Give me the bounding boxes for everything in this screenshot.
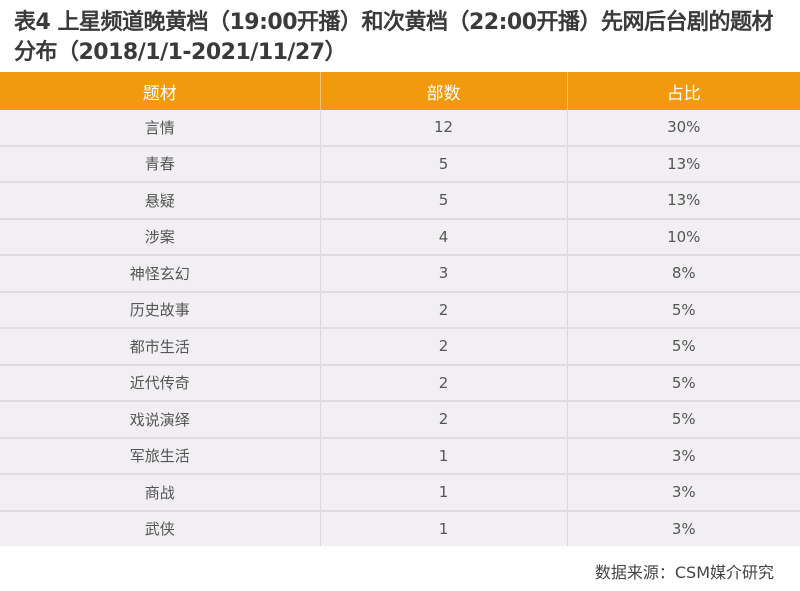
- cell-count: 1: [319, 436, 567, 474]
- table-row: 青春 5 13%: [0, 144, 800, 182]
- cell-genre: 都市生活: [0, 327, 320, 365]
- cell-share: 30%: [566, 110, 800, 146]
- cell-genre: 军旅生活: [0, 436, 320, 474]
- cell-share: 13%: [566, 144, 800, 182]
- cell-share: 8%: [566, 254, 800, 292]
- cell-count: 1: [319, 473, 567, 511]
- table-row: 戏说演绎 2 5%: [0, 400, 800, 438]
- cell-share: 5%: [566, 363, 800, 401]
- cell-genre: 悬疑: [0, 181, 320, 219]
- table-row: 商战 1 3%: [0, 473, 800, 511]
- cell-share: 5%: [566, 290, 800, 328]
- cell-share: 3%: [566, 509, 800, 546]
- table-row: 武侠 1 3%: [0, 509, 800, 546]
- cell-share: 5%: [566, 327, 800, 365]
- table-row: 军旅生活 1 3%: [0, 436, 800, 474]
- data-source: 数据来源：CSM媒介研究: [594, 563, 774, 582]
- cell-share: 3%: [566, 473, 800, 511]
- table-row: 言情 12 30%: [0, 110, 800, 146]
- cell-share: 10%: [566, 217, 800, 255]
- cell-count: 2: [319, 290, 567, 328]
- cell-share: 3%: [566, 436, 800, 474]
- cell-count: 5: [319, 144, 567, 182]
- genre-table: 题材 部数 占比 言情 12 30% 青春 5 13% 悬疑 5 13% 涉案 4 10% 神怪玄幻 3 8…: [0, 72, 800, 546]
- cell-count: 5: [319, 181, 567, 219]
- table-row: 神怪玄幻 3 8%: [0, 254, 800, 292]
- cell-count: 4: [319, 217, 567, 255]
- cell-genre: 神怪玄幻: [0, 254, 320, 292]
- cell-count: 2: [319, 363, 567, 401]
- column-header-share: 占比: [566, 72, 800, 110]
- cell-count: 2: [319, 327, 567, 365]
- cell-share: 5%: [566, 400, 800, 438]
- cell-share: 13%: [566, 181, 800, 219]
- table-row: 涉案 4 10%: [0, 217, 800, 255]
- cell-genre: 戏说演绎: [0, 400, 320, 438]
- cell-genre: 言情: [0, 110, 320, 146]
- cell-count: 2: [319, 400, 567, 438]
- column-header-count: 部数: [319, 72, 567, 110]
- cell-count: 1: [319, 509, 567, 546]
- cell-count: 3: [319, 254, 567, 292]
- cell-genre: 近代传奇: [0, 363, 320, 401]
- table-row: 悬疑 5 13%: [0, 181, 800, 219]
- table-row: 近代传奇 2 5%: [0, 363, 800, 401]
- cell-genre: 青春: [0, 144, 320, 182]
- cell-genre: 涉案: [0, 217, 320, 255]
- table-row: 历史故事 2 5%: [0, 290, 800, 328]
- cell-genre: 商战: [0, 473, 320, 511]
- table-row: 都市生活 2 5%: [0, 327, 800, 365]
- table-title: 表4 上星频道晚黄档（19:00开播）和次黄档（22:00开播）先网后台剧的题材…: [14, 10, 774, 65]
- cell-genre: 武侠: [0, 509, 320, 546]
- header-row: 题材 部数 占比: [0, 72, 800, 110]
- cell-genre: 历史故事: [0, 290, 320, 328]
- column-header-genre: 题材: [0, 72, 320, 110]
- cell-count: 12: [319, 110, 567, 146]
